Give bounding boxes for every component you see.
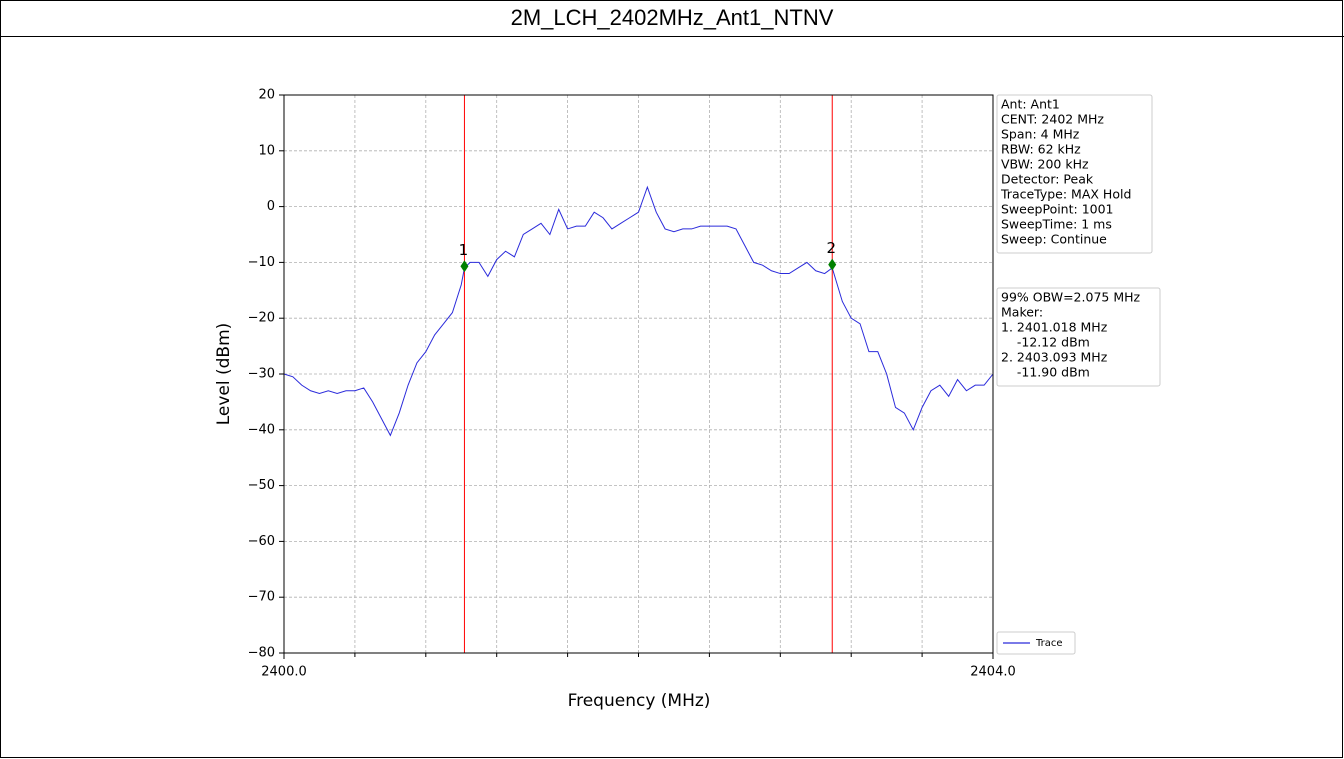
x-axis-label: Frequency (MHz) <box>568 691 711 711</box>
y-tick-label: −60 <box>248 534 275 549</box>
x-tick-label: 2400.0 <box>261 665 307 680</box>
info-line: 99% OBW=2.075 MHz <box>1001 290 1141 305</box>
y-tick-label: −80 <box>248 646 275 661</box>
info-line: RBW: 62 kHz <box>1001 142 1081 157</box>
page-title: 2M_LCH_2402MHz_Ant1_NTNV <box>511 5 834 30</box>
info-line: SweepTime: 1 ms <box>1001 217 1112 232</box>
marker-label: 1 <box>459 241 469 259</box>
y-tick-label: −10 <box>248 255 275 270</box>
info-line: -11.90 dBm <box>1001 365 1090 380</box>
trace-line <box>283 185 994 437</box>
y-tick-label: −20 <box>248 311 275 326</box>
info-box <box>996 94 1153 254</box>
info-line: SweepPoint: 1001 <box>1001 202 1114 217</box>
info-line: Sweep: Continue <box>1001 232 1107 247</box>
info-line: Ant: Ant1 <box>1001 97 1060 112</box>
info-line: 2. 2403.093 MHz <box>1001 350 1108 365</box>
info-line: TraceType: MAX Hold <box>1000 187 1131 202</box>
info-line: 1. 2401.018 MHz <box>1001 320 1108 335</box>
marker-label: 2 <box>826 239 836 257</box>
legend-label: Trace <box>1035 638 1063 649</box>
info-line: VBW: 200 kHz <box>1001 157 1089 172</box>
y-tick-label: 10 <box>258 143 275 158</box>
marker-point <box>828 258 837 271</box>
x-tick-label: 2404.0 <box>970 665 1016 680</box>
info-line: -12.12 dBm <box>1001 335 1090 350</box>
y-tick-label: −50 <box>248 478 275 493</box>
y-tick-label: 20 <box>258 88 275 103</box>
plot-frame <box>283 94 994 654</box>
info-line: Span: 4 MHz <box>1001 127 1080 142</box>
y-tick-label: −30 <box>248 367 275 382</box>
info-box <box>996 287 1161 387</box>
y-axis-label: Level (dBm) <box>214 323 234 426</box>
info-line: Maker: <box>1001 305 1043 320</box>
info-line: Detector: Peak <box>1001 172 1094 187</box>
y-tick-label: −70 <box>248 590 275 605</box>
legend-box <box>996 631 1076 655</box>
marker-point <box>460 260 469 273</box>
info-line: CENT: 2402 MHz <box>1001 112 1104 127</box>
y-tick-label: −40 <box>248 422 275 437</box>
y-tick-label: 0 <box>267 199 275 214</box>
